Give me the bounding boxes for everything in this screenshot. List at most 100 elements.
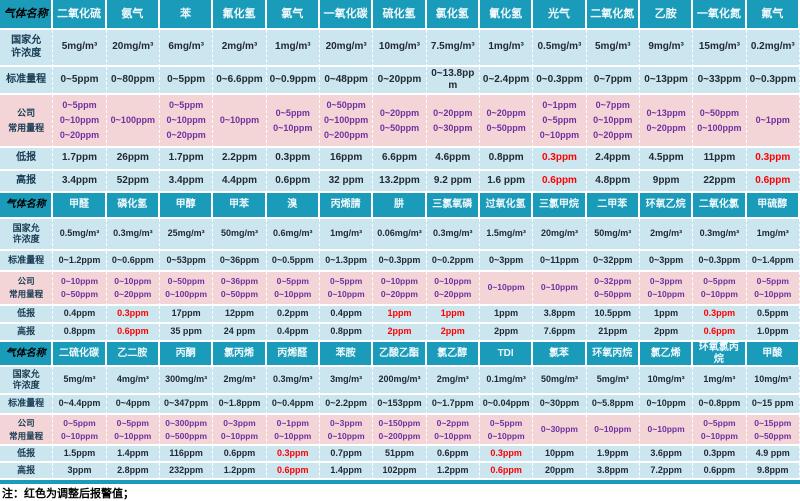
standard-range-cell: 0~13.8ppm — [426, 67, 480, 95]
gas-name-header: 磷化氢 — [106, 193, 160, 219]
national-limit-cell: 0.3mg/m³ — [426, 219, 480, 251]
national-limit-cell: 50mg/m³ — [586, 219, 640, 251]
gas-name-header: 二硫化碳 — [53, 342, 107, 367]
low-alarm-cell: 1.7ppm — [159, 148, 214, 171]
high-alarm-cell: 2ppm — [479, 324, 534, 342]
row-label-company: 公司 常用量程 — [0, 415, 54, 446]
high-alarm-cell: 4.8ppm — [586, 171, 640, 193]
low-alarm-cell: 0.6ppm — [213, 446, 267, 463]
company-range-cell: 0~10ppm — [213, 95, 267, 148]
standard-range-cell: 0~0.3ppm — [693, 251, 747, 272]
high-alarm-cell: 7.2ppm — [639, 463, 694, 480]
company-range-cell: 0~10ppm — [479, 272, 534, 306]
footnote: 注：红色为调整后报警值； — [0, 484, 800, 500]
low-alarm-cell: 4.9 ppm — [746, 446, 800, 463]
company-range-cell: 0~5ppm 0~10ppm — [693, 415, 747, 446]
gas-name-header: 二氧化硫 — [53, 0, 107, 30]
gas-name-header: 丙烯腈 — [319, 193, 374, 219]
national-limit-cell: 0.2mg/m³ — [746, 30, 800, 67]
national-limit-cell: 25mg/m³ — [159, 219, 214, 251]
high-alarm-cell: 22ppm — [693, 171, 747, 193]
high-alarm-cell: 1.4ppm — [319, 463, 374, 480]
national-limit-cell: 20mg/m³ — [106, 30, 160, 67]
gas-name-header: 乙酸乙酯 — [373, 342, 427, 367]
high-alarm-cell: 3.4ppm — [53, 171, 107, 193]
national-limit-cell: 1mg/m³ — [266, 30, 320, 67]
company-range-cell: 0~3ppm 0~10ppm — [639, 272, 694, 306]
standard-range-cell: 0~4.4ppm — [53, 395, 107, 415]
gas-name-header: 硫化氢 — [373, 0, 427, 30]
company-range-cell: 0~5ppm 0~10ppm — [266, 272, 320, 306]
company-range-cell: 0~10ppm 0~50ppm — [53, 272, 107, 306]
row-label-standard: 标准量程 — [0, 67, 54, 95]
company-range-cell: 0~100ppm — [106, 95, 160, 148]
table-bottom-strip — [0, 480, 800, 484]
high-alarm-cell: 7.6ppm — [533, 324, 587, 342]
row-label-company: 公司 常用量程 — [0, 272, 54, 306]
row-label-standard: 标准量程 — [0, 251, 54, 272]
national-limit-cell: 1mg/m³ — [693, 367, 747, 395]
company-range-cell: 0~5ppm 0~10ppm 0~20ppm — [159, 95, 214, 148]
national-limit-cell: 2mg/m³ — [426, 367, 480, 395]
standard-range-cell: 0~5.8ppm — [586, 395, 640, 415]
national-limit-cell: 200mg/m³ — [373, 367, 427, 395]
company-range-cell: 0~10ppm 0~20ppm — [426, 272, 480, 306]
gas-name-header: 甲苯 — [213, 193, 267, 219]
high-alarm-cell: 9.2 ppm — [426, 171, 480, 193]
low-alarm-cell: 51ppm — [373, 446, 427, 463]
low-alarm-cell: 6.6ppm — [373, 148, 427, 171]
company-range-cell: 0~10ppm — [586, 415, 640, 446]
standard-range-cell: 0~0.5ppm — [266, 251, 320, 272]
standard-range-cell: 0~13ppm — [639, 67, 694, 95]
standard-range-cell: 0~1.4ppm — [746, 251, 800, 272]
standard-range-cell: 0~7ppm — [586, 67, 640, 95]
row-label-national: 国家允 许浓度 — [0, 367, 54, 395]
national-limit-cell: 0.06mg/m³ — [373, 219, 427, 251]
high-alarm-cell: 2ppm — [639, 324, 694, 342]
high-alarm-cell: 1.6 ppm — [479, 171, 534, 193]
low-alarm-cell: 4.6ppm — [426, 148, 480, 171]
high-alarm-cell: 0.6ppm — [266, 171, 320, 193]
national-limit-cell: 2mg/m³ — [213, 367, 267, 395]
high-alarm-cell: 52ppm — [106, 171, 160, 193]
standard-range-cell: 0~30ppm — [533, 395, 587, 415]
company-range-cell: 0~13ppm 0~20ppm — [639, 95, 694, 148]
low-alarm-cell: 0.8ppm — [479, 148, 534, 171]
high-alarm-cell: 21ppm — [586, 324, 640, 342]
row-label-gas-name: 气体名称 — [0, 193, 54, 219]
national-limit-cell: 20mg/m³ — [533, 219, 587, 251]
low-alarm-cell: 116ppm — [159, 446, 214, 463]
national-limit-cell: 20mg/m³ — [319, 30, 374, 67]
national-limit-cell: 0.3mg/m³ — [693, 219, 747, 251]
row-label-standard: 标准量程 — [0, 395, 54, 415]
gas-name-header: 苯 — [159, 0, 214, 30]
high-alarm-cell: 0.6ppm — [693, 324, 747, 342]
standard-range-cell: 0~1.3ppm — [319, 251, 374, 272]
low-alarm-cell: 11ppm — [693, 148, 747, 171]
national-limit-cell: 50mg/m³ — [533, 367, 587, 395]
national-limit-cell: 10mg/m³ — [746, 367, 800, 395]
high-alarm-cell: 0.4ppm — [266, 324, 320, 342]
standard-range-cell: 0~5ppm — [53, 67, 107, 95]
low-alarm-cell: 26ppm — [106, 148, 160, 171]
national-limit-cell: 5mg/m³ — [53, 30, 107, 67]
high-alarm-cell: 0.6ppm — [746, 171, 800, 193]
national-limit-cell: 10mg/m³ — [373, 30, 427, 67]
high-alarm-cell: 232ppm — [159, 463, 214, 480]
row-label-national: 国家允 许浓度 — [0, 30, 54, 67]
national-limit-cell: 15mg/m³ — [693, 30, 747, 67]
low-alarm-cell: 0.4ppm — [53, 306, 107, 324]
high-alarm-cell: 4.4ppm — [213, 171, 267, 193]
low-alarm-cell: 1ppm — [639, 306, 694, 324]
low-alarm-cell: 0.3ppm — [479, 446, 534, 463]
gas-name-header: 氯苯 — [533, 342, 587, 367]
high-alarm-cell: 3.8ppm — [586, 463, 640, 480]
gas-table-section-1: 气体名称 二氧化硫 氨气苯氟化氢 氯气 一氧化碳 硫化氢 氯化氢 氰化氢 光气 二氧化氮 乙胺 一氧化… — [0, 0, 800, 193]
high-alarm-cell: 3ppm — [53, 463, 107, 480]
gas-alarm-tables: 气体名称 二氧化硫 氨气苯氟化氢 氯气 一氧化碳 硫化氢 氯化氢 氰化氢 光气 二氧化氮 乙胺 一氧化… — [0, 0, 800, 480]
standard-range-cell: 0~11ppm — [533, 251, 587, 272]
company-range-cell: 0~5ppm 0~10ppm — [266, 95, 320, 148]
low-alarm-cell: 4.5ppm — [639, 148, 694, 171]
gas-name-header: 氟化氢 — [213, 0, 267, 30]
high-alarm-cell: 102ppm — [373, 463, 427, 480]
